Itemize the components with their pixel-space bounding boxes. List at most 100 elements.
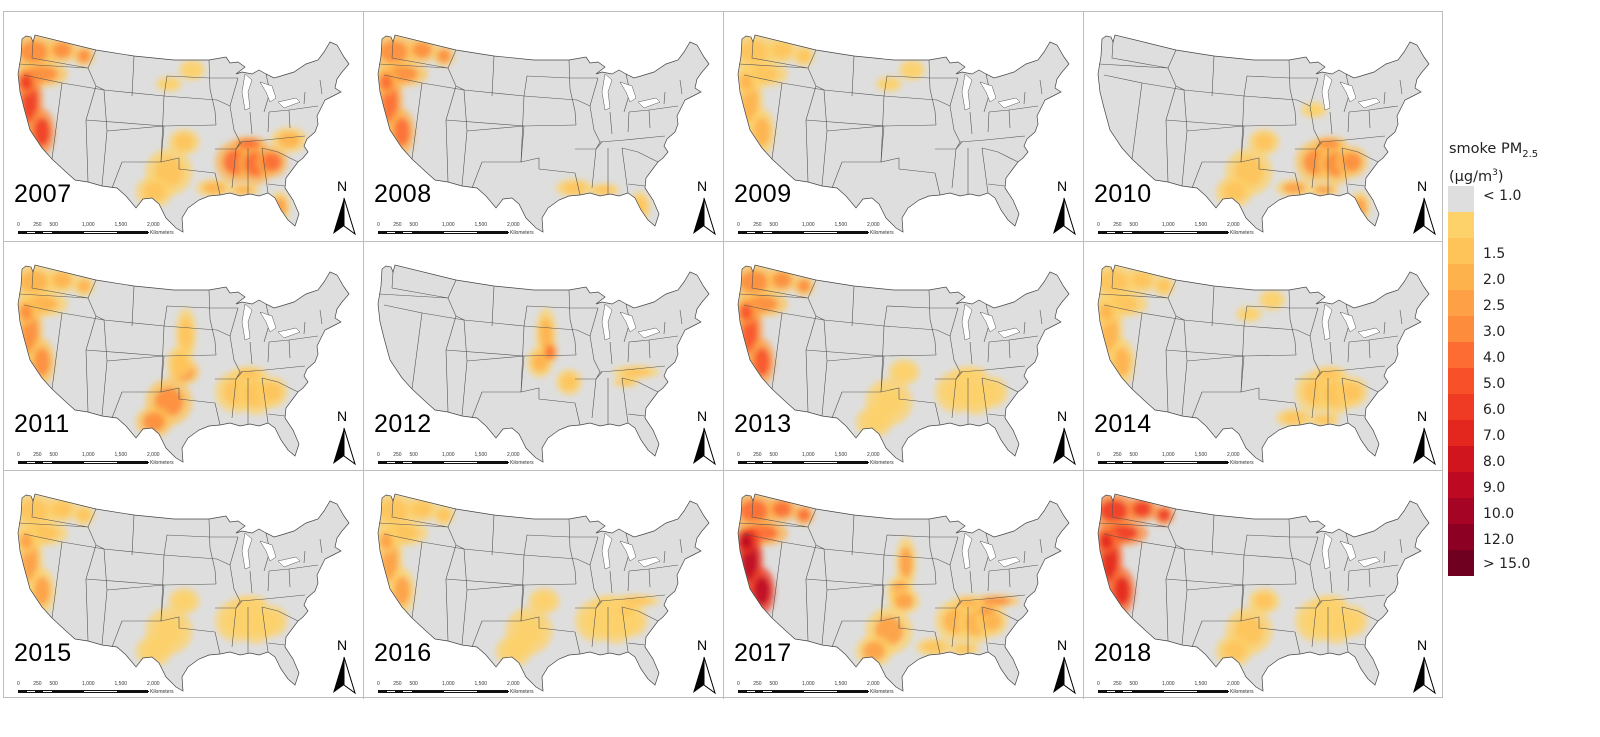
legend-swatch bbox=[1448, 550, 1474, 576]
smoke-core-northern-plains bbox=[904, 63, 920, 77]
map-panel-2011: 2011 N 0 250 500 1,000 1,500 2,000 Kilometers bbox=[4, 241, 364, 470]
scale-tick-label: 250 bbox=[393, 681, 402, 687]
map-panel-2008: 2008 N 0 250 500 1,000 1,500 2,000 Kilometers bbox=[363, 12, 723, 241]
smoke-core-great-plains bbox=[899, 547, 913, 579]
smoke-core-pacific-northwest bbox=[437, 49, 451, 63]
smoke-core-california bbox=[754, 347, 770, 377]
scale-tick-label: 250 bbox=[753, 452, 762, 458]
us-map bbox=[1097, 34, 1430, 233]
us-map bbox=[377, 493, 710, 692]
north-label: N bbox=[1417, 178, 1428, 194]
scale-tick-label: 2,000 bbox=[1227, 452, 1240, 458]
scale-tick-label: 1,500 bbox=[114, 681, 128, 687]
smoke-core-california bbox=[19, 304, 33, 320]
scale-tick-label: 0 bbox=[377, 681, 380, 687]
state-boundaries bbox=[18, 500, 323, 655]
us-map bbox=[17, 493, 350, 692]
state-boundaries bbox=[1098, 41, 1403, 196]
great-lakes bbox=[241, 73, 301, 111]
scale-bar: 0 250 500 1,000 1,500 2,000 Kilometers bbox=[1097, 681, 1298, 699]
scale-bar-graphic bbox=[18, 461, 149, 464]
legend-color-ramp bbox=[1448, 186, 1474, 576]
scale-tick-label: 1,000 bbox=[802, 452, 815, 458]
smoke-core-appalachia bbox=[981, 597, 1011, 605]
smoke-core-gulf-coast bbox=[1314, 186, 1334, 194]
scale-tick-label: 500 bbox=[49, 681, 58, 687]
us-outline bbox=[377, 34, 710, 233]
great-lakes bbox=[1321, 532, 1381, 570]
smoke-core-southeast bbox=[622, 611, 642, 631]
smoke-core-southeast bbox=[982, 382, 1002, 402]
scale-tick-label: 1,500 bbox=[834, 452, 848, 458]
smoke-core-pacific-northwest bbox=[1157, 508, 1171, 522]
legend-unit-prefix: (µg/m bbox=[1449, 168, 1493, 185]
scale-tick-label: 1,000 bbox=[802, 222, 815, 228]
scale-tick-label: 250 bbox=[393, 452, 402, 458]
north-arrow: N bbox=[1411, 408, 1439, 466]
scale-tick-label: 1,500 bbox=[1194, 222, 1208, 228]
legend-label: 9.0 bbox=[1483, 480, 1506, 496]
smoke-core-southern-plains bbox=[862, 641, 886, 661]
map-panel-2009: 2009 N 0 250 500 1,000 1,500 2,000 Kilometers bbox=[723, 12, 1083, 241]
scale-tick-label: 500 bbox=[1129, 222, 1138, 228]
smoke-core-pacific-northwest bbox=[772, 272, 792, 288]
north-label: N bbox=[1057, 178, 1068, 194]
north-arrow-icon bbox=[693, 656, 716, 695]
smoke-core-southeast bbox=[982, 611, 1002, 631]
smoke-core-gulf-coast bbox=[1282, 412, 1306, 424]
smoke-core-southeast bbox=[262, 611, 282, 631]
state-boundaries bbox=[378, 500, 683, 655]
scale-tick-label: 1,500 bbox=[474, 222, 488, 228]
smoke-core-southern-plains bbox=[1222, 641, 1246, 661]
scale-tick-label: 500 bbox=[409, 222, 418, 228]
legend-swatch bbox=[1448, 238, 1474, 264]
year-label: 2015 bbox=[14, 639, 72, 667]
us-map bbox=[1097, 264, 1430, 463]
smoke-core-southern-plains bbox=[174, 134, 194, 150]
smoke-core-california bbox=[739, 74, 753, 90]
scale-tick-label: 1,500 bbox=[1194, 681, 1208, 687]
great-lakes bbox=[961, 532, 1021, 570]
great-lakes bbox=[1321, 73, 1381, 111]
us-outline bbox=[17, 493, 350, 692]
scale-tick-label: 1,500 bbox=[834, 681, 848, 687]
smoke-core-pacific-northwest bbox=[379, 499, 409, 523]
smoke-core-pacific-northwest bbox=[772, 42, 792, 58]
scale-tick-label: 1,000 bbox=[1162, 222, 1175, 228]
north-arrow-icon bbox=[1053, 656, 1076, 695]
smoke-core-pacific-northwest bbox=[437, 508, 451, 522]
smoke-core-southern-plains bbox=[894, 364, 914, 380]
legend-label: > 15.0 bbox=[1483, 556, 1531, 572]
smoke-core-appalachia bbox=[618, 607, 634, 615]
smoke-core-southeast bbox=[262, 152, 282, 172]
scale-bar-graphic bbox=[1098, 231, 1229, 234]
scale-tick-label: 500 bbox=[1129, 681, 1138, 687]
scale-tick-label: 250 bbox=[753, 681, 762, 687]
scale-unit: Kilometers bbox=[1230, 689, 1254, 695]
smoke-core-pacific-northwest bbox=[52, 42, 72, 58]
north-arrow: N bbox=[1051, 178, 1079, 236]
scale-tick-label: 0 bbox=[17, 452, 20, 458]
legend-swatch bbox=[1448, 316, 1474, 342]
legend-swatch bbox=[1448, 186, 1474, 212]
state-boundaries bbox=[18, 271, 323, 426]
us-map bbox=[377, 264, 710, 463]
scale-tick-label: 1,000 bbox=[442, 681, 455, 687]
year-label: 2018 bbox=[1094, 639, 1152, 667]
scale-bar-graphic bbox=[738, 461, 869, 464]
scale-tick-label: 500 bbox=[1129, 452, 1138, 458]
us-outline bbox=[17, 264, 350, 463]
smoke-core-pacific-northwest bbox=[19, 270, 49, 294]
us-map bbox=[1097, 493, 1430, 692]
smoke-core-northern-plains bbox=[161, 79, 177, 89]
scale-tick-label: 500 bbox=[49, 452, 58, 458]
legend-label: 7.0 bbox=[1483, 428, 1506, 444]
scale-unit: Kilometers bbox=[870, 460, 894, 466]
legend-label: 1.5 bbox=[1483, 246, 1506, 262]
smoke-core-appalachia bbox=[978, 607, 994, 615]
scale-bar: 0 250 500 1,000 1,500 2,000 Kilometers bbox=[737, 452, 938, 470]
smoke-core-southeast bbox=[262, 382, 282, 402]
us-map bbox=[17, 264, 350, 463]
map-panel-2015: 2015 N 0 250 500 1,000 1,500 2,000 Kilometers bbox=[4, 470, 364, 699]
us-outline bbox=[377, 493, 710, 692]
